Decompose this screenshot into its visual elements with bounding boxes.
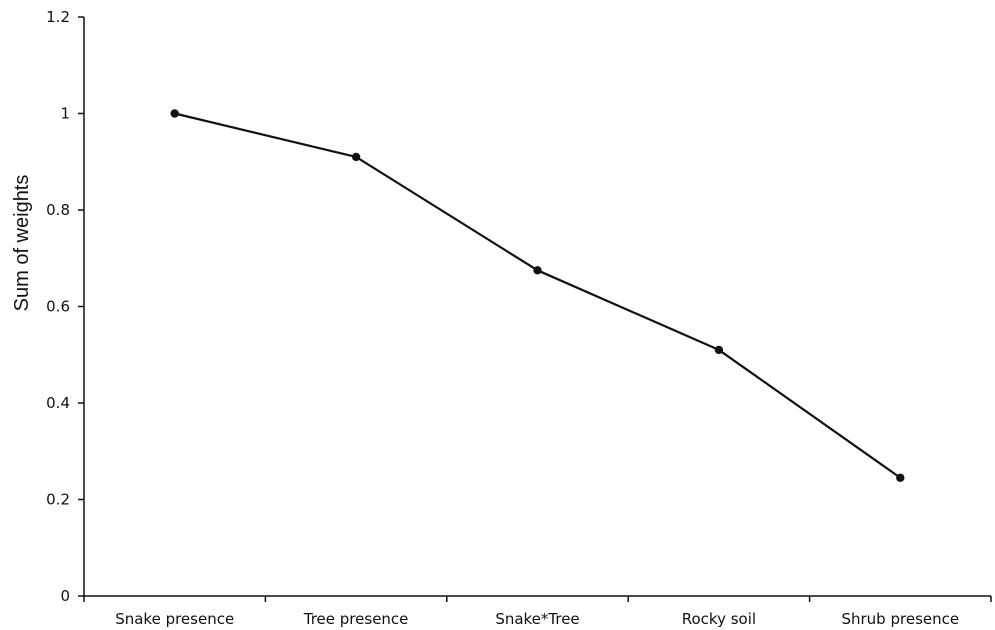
x-axis-ticks: Snake presence Tree presence Snake*Tree Roc… <box>83 596 992 628</box>
series-line <box>174 112 901 479</box>
y-axis-title: Sum of weights <box>11 175 33 312</box>
y-tick-label: 1.2 <box>46 8 70 26</box>
y-axis-ticks: 0 0.2 0.4 0.6 0.8 1 1.2 <box>46 8 84 605</box>
x-category-label: Snake*Tree <box>495 610 579 628</box>
y-tick-label: 0.8 <box>46 201 70 219</box>
y-tick-label: 0.2 <box>46 491 70 509</box>
data-point <box>714 345 724 355</box>
y-tick-label: 0.4 <box>46 394 70 412</box>
series-group <box>170 109 905 482</box>
y-tick-label: 0 <box>60 587 70 605</box>
data-point <box>896 473 905 482</box>
x-category-label: Tree presence <box>303 610 409 628</box>
data-point <box>170 109 179 118</box>
x-category-label: Rocky soil <box>682 610 756 628</box>
y-tick-label: 0.6 <box>46 298 70 316</box>
data-point <box>533 266 542 275</box>
y-tick-label: 1 <box>60 105 70 123</box>
data-point <box>351 152 361 162</box>
x-category-label: Snake presence <box>115 610 234 628</box>
x-category-label: Shrub presence <box>841 610 959 628</box>
